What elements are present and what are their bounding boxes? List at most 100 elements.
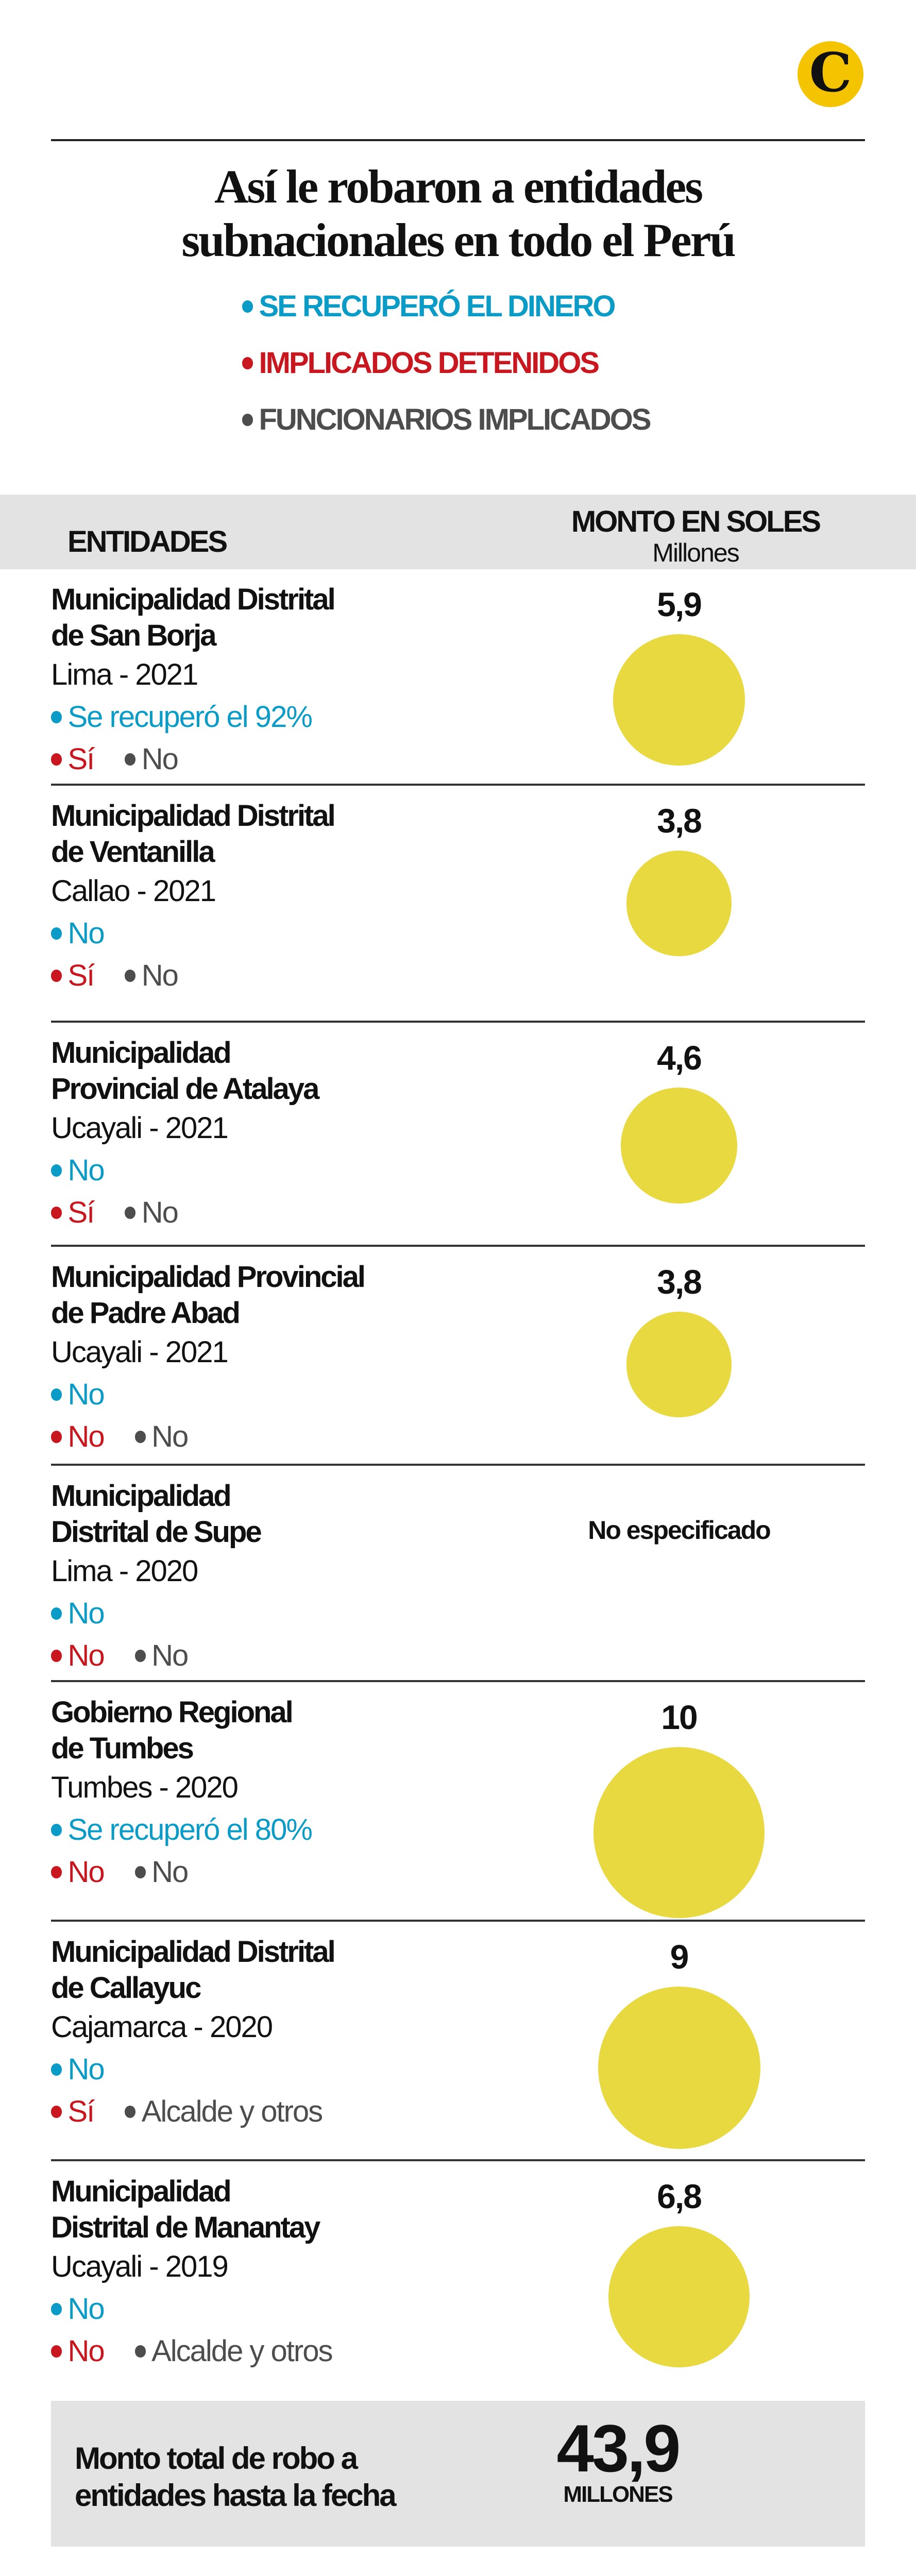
- entity-name-line: de Padre Abad: [51, 1296, 241, 1330]
- amount-label: 9: [670, 1938, 689, 1976]
- table-header: ENTIDADES MONTO EN SOLES Millones: [0, 495, 916, 569]
- legend-item-detained: IMPLICADOS DETENIDOS: [242, 335, 650, 392]
- entity-location: Lima - 2020: [51, 1554, 198, 1588]
- entity-name-line: Municipalidad: [51, 1479, 232, 1513]
- bullet-icon: [51, 2106, 62, 2118]
- recovered-status: No: [51, 912, 105, 955]
- recovered-status: No: [51, 1149, 105, 1192]
- officials-status: Alcalde y otros: [125, 2091, 323, 2133]
- bullet-icon: [134, 1431, 146, 1443]
- bullet-icon: [134, 2345, 146, 2358]
- legend-label: SE RECUPERÓ EL DINERO: [259, 290, 616, 323]
- logo-letter: C: [809, 41, 852, 104]
- bullet-icon: [51, 1866, 62, 1878]
- officials-status-text: No: [141, 1196, 179, 1229]
- involvement-status: No Alcalde y otros: [51, 2330, 363, 2372]
- bullet-icon: [125, 1207, 136, 1219]
- entity-location: Tumbes - 2020: [51, 1771, 239, 1804]
- bullet-icon: [125, 970, 136, 982]
- bullet-icon: [242, 414, 253, 426]
- entity-name-line: Municipalidad Provincial: [51, 1260, 366, 1294]
- amount-cell: No especificado: [576, 1480, 782, 1545]
- entity-name-line: Municipalidad Distrital: [51, 799, 336, 833]
- detained-status: Sí: [51, 2091, 95, 2133]
- detained-status-text: Sí: [67, 1196, 95, 1229]
- entity-name-line: Distrital de Supe: [51, 1515, 262, 1549]
- amount-label: 6,8: [657, 2177, 702, 2215]
- detained-status-text: No: [67, 1420, 105, 1453]
- row-divider: [51, 1920, 865, 1922]
- officials-status: No: [125, 1192, 179, 1234]
- amount-bubble: [626, 851, 732, 956]
- officials-status-text: No: [151, 1420, 189, 1453]
- entity-name-line: Gobierno Regional: [51, 1696, 294, 1729]
- recovered-status: No: [51, 1374, 105, 1416]
- involvement-status: Sí No: [51, 955, 334, 997]
- table-row: Municipalidad Distrital de Manantay Ucayal…: [0, 2161, 916, 2388]
- recovery-status: No: [51, 1149, 318, 1192]
- amount-bubble: [613, 634, 745, 766]
- amount-label: 4,6: [657, 1039, 702, 1077]
- bullet-icon: [242, 300, 253, 313]
- entity-name-line: Municipalidad Distrital: [51, 1935, 336, 1969]
- entity-info: Municipalidad Distrital de San Borja Lima …: [51, 582, 343, 781]
- amount-bubble: [608, 2226, 750, 2367]
- recovered-status-text: No: [67, 2292, 105, 2326]
- bullet-icon: [51, 970, 62, 982]
- top-divider: [51, 139, 865, 141]
- total-label: Monto total de robo a entidades hasta la…: [75, 2440, 397, 2514]
- bullet-icon: [51, 711, 62, 723]
- recovered-status: No: [51, 2048, 105, 2091]
- entity-name-line: Distrital de Manantay: [51, 2211, 320, 2244]
- recovery-status: No: [51, 2048, 353, 2091]
- entity-name-line: de Ventanilla: [51, 835, 215, 869]
- entity-location: Callao - 2021: [51, 874, 216, 908]
- detained-status-text: No: [67, 2334, 105, 2368]
- amount-bubble: [593, 1747, 765, 1919]
- officials-status-text: Alcalde y otros: [151, 2334, 333, 2368]
- table-row: Municipalidad Distrital de Ventanilla Call…: [0, 786, 916, 1023]
- row-divider: [51, 1680, 865, 1682]
- bullet-icon: [125, 2106, 136, 2118]
- total-label-line: entidades hasta la fecha: [75, 2478, 397, 2513]
- officials-status: No: [134, 1635, 189, 1677]
- amount-cell: 6,8: [576, 2176, 782, 2367]
- bullet-icon: [51, 927, 62, 940]
- officials-status: No: [134, 1851, 189, 1893]
- column-header-entities: ENTIDADES: [67, 525, 228, 558]
- row-divider: [51, 1245, 865, 1247]
- entity-name-line: Municipalidad: [51, 2175, 232, 2208]
- recovery-status: Se recuperó el 80%: [51, 1809, 343, 1851]
- amount-cell: 4,6: [576, 1037, 782, 1204]
- amount-header-label: MONTO EN SOLES: [571, 505, 821, 538]
- table-row: Municipalidad Distrital de Callayuc Cajama…: [0, 1922, 916, 2161]
- bullet-icon: [134, 1866, 146, 1878]
- recovered-status: No: [51, 2288, 105, 2330]
- bullet-icon: [51, 1388, 62, 1401]
- bullet-icon: [51, 1431, 62, 1443]
- legend-item-officials: FUNCIONARIOS IMPLICADOS: [242, 392, 652, 448]
- total-label-line: Monto total de robo a: [75, 2441, 358, 2476]
- row-divider: [51, 2159, 865, 2161]
- el-comercio-logo: C: [798, 41, 863, 107]
- bullet-icon: [51, 2063, 62, 2076]
- recovered-status: Se recuperó el 80%: [51, 1809, 313, 1851]
- amount-bubble: [626, 1312, 732, 1417]
- entity-name-line: de San Borja: [51, 619, 217, 652]
- amount-label: 3,8: [657, 1263, 702, 1301]
- entity-location: Ucayali - 2021: [51, 1335, 229, 1369]
- involvement-status: No No: [51, 1416, 364, 1458]
- amount-cell: 9: [576, 1936, 782, 2149]
- title-line: subnacionales en todo el Perú: [181, 214, 736, 266]
- entity-info: Municipalidad Provincial de Padre Abad Uca…: [51, 1259, 366, 1458]
- total-amount: 43,9 MILLONES: [540, 2412, 695, 2507]
- recovered-status: No: [51, 1592, 105, 1635]
- entity-location: Ucayali - 2021: [51, 1111, 229, 1145]
- detained-status-text: Sí: [67, 2095, 95, 2128]
- detained-status: Sí: [51, 738, 95, 781]
- detained-status-text: No: [67, 1855, 105, 1889]
- bullet-icon: [51, 2345, 62, 2358]
- recovered-status-text: Se recuperó el 80%: [67, 1813, 312, 1846]
- involvement-status: No No: [51, 1851, 343, 1893]
- total-unit: MILLONES: [563, 2482, 673, 2507]
